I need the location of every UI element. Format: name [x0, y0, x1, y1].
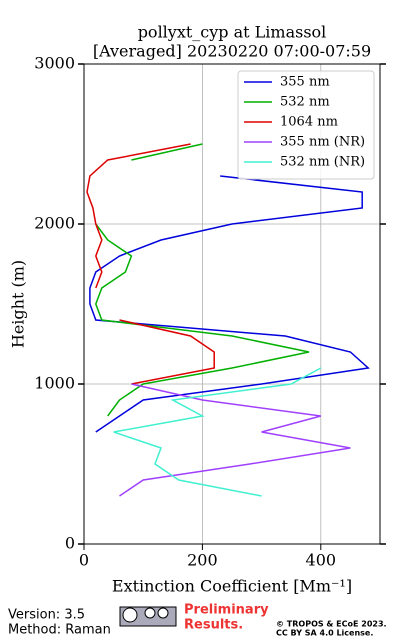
notice: Results.: [184, 618, 243, 633]
x-tick-label: 400: [306, 551, 337, 570]
x-tick-label: 200: [187, 551, 218, 570]
plot-frame: [83, 63, 381, 545]
legend-label: 1064 nm: [280, 115, 338, 130]
notice: Preliminary: [184, 603, 269, 618]
legend-label: 532 nm (NR): [280, 155, 365, 170]
version: Version: 3.5: [8, 608, 85, 623]
chart-subtitle: [Averaged] 20230220 07:00-07:59: [93, 42, 371, 61]
profile-line: [89, 175, 370, 433]
legend-label: 355 nm: [280, 75, 330, 90]
y-axis-label: Height (m): [9, 260, 28, 348]
legend-box: [237, 70, 375, 180]
legend-label: 532 nm: [280, 95, 330, 110]
y-tick-label: 0: [65, 534, 75, 553]
x-tick-label: 0: [79, 551, 89, 570]
profile-line: [119, 383, 351, 497]
method: Method: Raman: [8, 623, 111, 638]
license: © TROPOS & ECoE 2023.: [276, 620, 387, 629]
y-tick-label: 1000: [34, 374, 75, 393]
x-axis-label: Extinction Coefficient [Mm⁻¹]: [112, 577, 352, 596]
profile-line: [86, 143, 215, 385]
profile-line: [113, 367, 322, 497]
license-logo: [119, 606, 177, 627]
chart-title: pollyxt_cyp at Limassol: [138, 23, 327, 42]
y-tick-label: 3000: [34, 54, 75, 73]
legend-label: 355 nm (NR): [280, 135, 365, 150]
license: CC BY SA 4.0 License.: [276, 629, 373, 638]
y-tick-label: 2000: [34, 214, 75, 233]
profile-line: [94, 143, 310, 417]
